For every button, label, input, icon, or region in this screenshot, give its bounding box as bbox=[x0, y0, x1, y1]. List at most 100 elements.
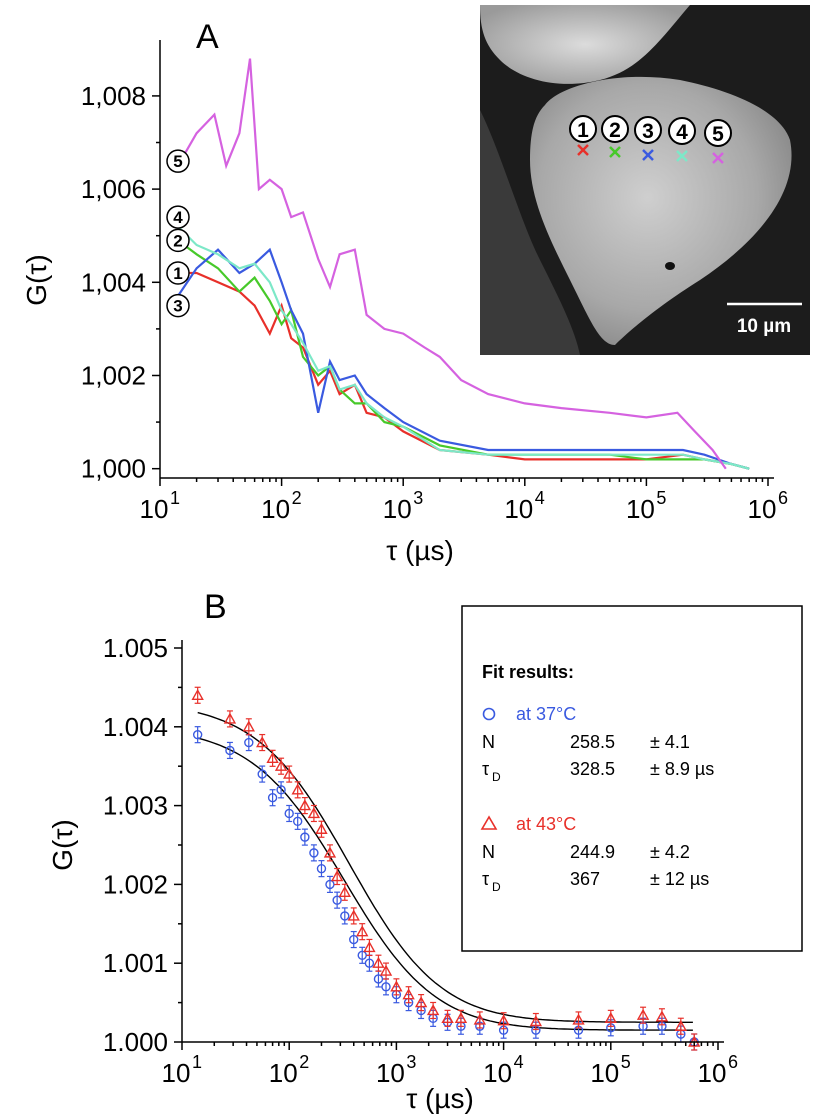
inset-dark-region bbox=[480, 110, 580, 355]
inset-point-circle bbox=[634, 116, 662, 144]
data-point-triangle bbox=[454, 1011, 468, 1024]
data-point-triangle bbox=[347, 909, 360, 921]
series-line-2 bbox=[177, 239, 750, 470]
legend-param: N bbox=[482, 732, 495, 752]
data-point-circle bbox=[257, 769, 267, 779]
data-point-circle bbox=[267, 793, 278, 803]
panel-a-x-axis-label: τ (µs) bbox=[386, 535, 454, 566]
data-point-triangle bbox=[426, 1004, 440, 1016]
data-point-triangle bbox=[441, 1011, 454, 1024]
inset-point-5: 5 bbox=[704, 119, 732, 164]
data-point-triangle bbox=[315, 822, 328, 834]
inset-point-circle bbox=[704, 119, 732, 147]
data-point-triangle bbox=[291, 783, 304, 795]
curve-marker-4: 4 bbox=[166, 205, 190, 229]
curve-marker-circle bbox=[166, 205, 190, 229]
data-point-triangle bbox=[379, 964, 393, 976]
panel-a-x-tick-label: 10 bbox=[504, 494, 533, 524]
series-line-5 bbox=[176, 58, 727, 470]
panel-a-axes: 10 1 10 2 10 3 10 4 10 5 10 61,0001,0021,0041,0061,… bbox=[81, 40, 788, 524]
panel-a-series bbox=[176, 58, 750, 470]
panel-a-x-tick-label: 10 bbox=[626, 494, 655, 524]
panel-a-y-tick-label: 1,000 bbox=[81, 454, 146, 484]
inset-point-label: 2 bbox=[609, 119, 621, 142]
curve-marker-label: 2 bbox=[173, 231, 182, 250]
panel-b-x-tick-exponent: 2 bbox=[299, 1052, 309, 1072]
panel-a-x-tick-label: 10 bbox=[748, 494, 777, 524]
panel-b-x-tick-label: 10 bbox=[590, 1058, 619, 1088]
legend-param: τ bbox=[482, 869, 489, 889]
legend-param: N bbox=[482, 842, 495, 862]
legend-param-subscript: D bbox=[492, 880, 501, 894]
panel-b-x-tick-exponent: 5 bbox=[621, 1052, 631, 1072]
curve-marker-circle bbox=[166, 261, 190, 285]
data-point-triangle bbox=[266, 751, 279, 764]
data-point-triangle bbox=[414, 996, 428, 1008]
legend-param-subscript: D bbox=[492, 770, 501, 784]
curve-marker-5: 5 bbox=[166, 149, 190, 173]
legend-entry-label: at 43°C bbox=[516, 814, 576, 834]
panel-a-y-tick-label: 1,008 bbox=[81, 81, 146, 111]
panel-a-x-tick-exponent: 6 bbox=[778, 488, 788, 508]
data-point-circle bbox=[357, 950, 367, 961]
legend-box bbox=[461, 605, 803, 952]
curve-marker-label: 1 bbox=[173, 264, 182, 283]
curve-marker-circle bbox=[166, 228, 190, 253]
panel-b-x-tick-label: 10 bbox=[269, 1058, 298, 1088]
panel-b: B 10 1 10 2 10 3 10 4 10 5 10 61.0001.0011.0021.003… bbox=[47, 588, 803, 1114]
legend-entry-triangle: at 43°C N 244.9 ± 4.2 τ D 367 ± 12 µs bbox=[480, 814, 709, 894]
data-point-triangle bbox=[323, 846, 337, 858]
panel-b-x-tick-label: 10 bbox=[162, 1058, 191, 1088]
data-point-circle bbox=[276, 785, 286, 795]
inset-point-label: 5 bbox=[712, 123, 724, 146]
panel-b-y-tick-label: 1.001 bbox=[103, 948, 168, 978]
panel-a-y-tick-label: 1,006 bbox=[81, 174, 146, 204]
panel-a-x-tick-exponent: 1 bbox=[170, 488, 180, 508]
data-point-triangle bbox=[604, 1011, 617, 1024]
inset-point-label: 3 bbox=[642, 120, 654, 143]
legend-error: ± 4.2 bbox=[650, 842, 690, 862]
inset-point-label: 1 bbox=[577, 119, 589, 142]
scale-bar-label: 10 µm bbox=[737, 316, 791, 337]
panel-b-y-tick-label: 1.005 bbox=[103, 633, 168, 663]
data-point-triangle bbox=[674, 1019, 688, 1031]
data-point-triangle bbox=[356, 925, 369, 937]
legend-value: 367 bbox=[570, 869, 600, 889]
data-point-triangle bbox=[529, 1015, 543, 1027]
data-point-triangle bbox=[372, 956, 385, 968]
legend-error: ± 8.9 µs bbox=[650, 759, 714, 779]
data-point-circle bbox=[381, 982, 391, 992]
panel-a-letter: A bbox=[196, 18, 219, 56]
data-point-triangle bbox=[338, 885, 351, 897]
panel-a-x-tick-exponent: 2 bbox=[292, 488, 302, 508]
series-line-4 bbox=[177, 225, 750, 470]
panel-a-x-tick-label: 10 bbox=[261, 494, 290, 524]
panel-b-y-tick-label: 1.002 bbox=[103, 869, 168, 899]
curve-marker-label: 3 bbox=[173, 297, 182, 316]
data-point-triangle bbox=[307, 807, 321, 819]
panel-b-x-tick-label: 10 bbox=[376, 1058, 405, 1088]
inset-point-circle bbox=[601, 115, 629, 143]
panel-b-x-axis-label: τ (µs) bbox=[406, 1083, 474, 1114]
fit-results-legend: Fit results: at 37°CN 258.5 ± 4.1τ D 328.5 ± … bbox=[461, 605, 803, 952]
data-point-circle bbox=[316, 863, 327, 874]
panel-b-x-tick-label: 10 bbox=[483, 1058, 512, 1088]
curve-marker-circle bbox=[166, 149, 190, 173]
data-point-triangle bbox=[191, 688, 204, 700]
inset-cross-mark bbox=[712, 152, 724, 164]
data-point-triangle bbox=[497, 1014, 510, 1026]
panel-a: A 10 1 10 2 10 3 10 4 10 5 10 61,0001,0021,0041,006… bbox=[21, 5, 810, 566]
panel-a-x-tick-exponent: 3 bbox=[413, 488, 423, 508]
panel-b-x-tick-exponent: 6 bbox=[728, 1052, 738, 1072]
data-point-circle bbox=[284, 808, 294, 819]
panel-a-y-tick-label: 1,004 bbox=[81, 267, 146, 297]
data-point-circle bbox=[292, 816, 303, 827]
data-point-circle bbox=[373, 974, 384, 984]
curve-marker-label: 5 bbox=[173, 152, 182, 171]
data-point-triangle bbox=[274, 759, 288, 771]
data-point-circle bbox=[300, 832, 310, 842]
data-point-triangle bbox=[256, 736, 269, 748]
